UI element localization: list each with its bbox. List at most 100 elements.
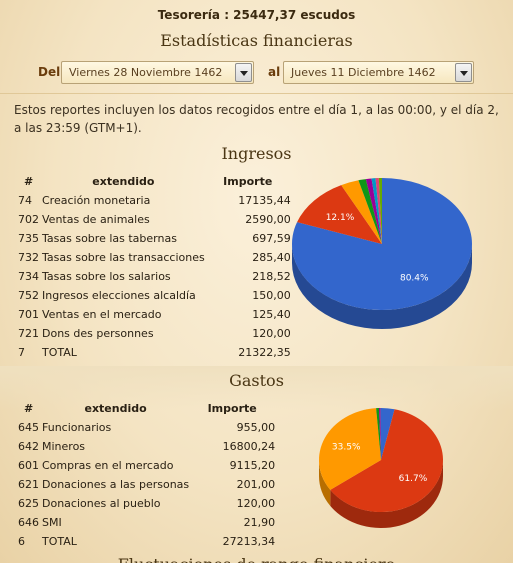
from-date-select[interactable]: Viernes 28 Noviembre 1462: [61, 61, 254, 84]
row-amount: 285,40: [252, 251, 291, 264]
column-header-number: #: [24, 402, 34, 415]
column-header-description: extendido: [92, 175, 155, 188]
table-row: 621 Donaciones a las personas 201,00: [18, 475, 275, 494]
table-row: 752 Ingresos elecciones alcaldía 150,00: [18, 286, 291, 305]
row-number: 74: [18, 194, 32, 207]
income-pie-chart: 80.4% 12.1%: [292, 178, 472, 329]
from-label: Del: [38, 65, 61, 79]
row-description: TOTAL: [42, 346, 77, 359]
table-row: 732 Tasas sobre las transacciones 285,40: [18, 248, 291, 267]
table-row: 702 Ventas de animales 2590,00: [18, 210, 291, 229]
income-pie-slice-label: 12.1%: [326, 213, 355, 223]
row-description: Tasas sobre las tabernas: [42, 232, 177, 245]
row-description: Donaciones a las personas: [42, 478, 190, 491]
expenses-pie-slice-side: [330, 460, 443, 528]
row-amount: 125,40: [252, 308, 291, 321]
income-pie-slice: [365, 178, 382, 244]
row-amount: 17135,44: [238, 194, 291, 207]
table-row: 74 Creación monetaria 17135,44: [18, 191, 291, 210]
row-amount: 27213,34: [222, 535, 276, 548]
row-description: Mineros: [42, 440, 86, 453]
row-description: Ventas de animales: [42, 213, 150, 226]
row-number: 734: [18, 270, 39, 283]
table-header-row: # extendido Importe: [18, 399, 275, 418]
row-description: Ventas en el mercado: [42, 308, 162, 321]
to-label: al: [268, 65, 281, 79]
table-row: 701 Ventas en el mercado 125,40: [18, 305, 291, 324]
row-description: Donaciones al pueblo: [42, 497, 161, 510]
column-header-amount: Importe: [207, 402, 257, 415]
row-amount: 218,52: [252, 270, 291, 283]
income-table: # extendido Importe 74 Creación monetaria…: [18, 172, 291, 362]
table-row: 601 Compras en el mercado 9115,20: [18, 456, 275, 475]
row-description: SMI: [42, 516, 62, 529]
income-pie-slice: [297, 185, 382, 244]
row-number: 645: [18, 421, 39, 434]
row-description: Tasas sobre los salarios: [42, 270, 171, 283]
row-description: Ingresos elecciones alcaldía: [42, 289, 196, 302]
table-row: 6 TOTAL 27213,34: [18, 532, 275, 551]
expenses-pie-slice-label: 61.7%: [399, 474, 428, 484]
chevron-down-icon[interactable]: [455, 63, 472, 82]
income-pie-slice-side: [292, 244, 472, 329]
row-description: TOTAL: [42, 535, 77, 548]
table-header-row: # extendido Importe: [18, 172, 291, 191]
row-number: 642: [18, 440, 39, 453]
income-pie-slice-label: 80.4%: [400, 273, 429, 283]
column-header-description: extendido: [84, 402, 147, 415]
table-row: 7 TOTAL 21322,35: [18, 343, 291, 362]
expenses-title: Gastos: [229, 371, 284, 390]
row-number: 735: [18, 232, 39, 245]
table-row: 734 Tasas sobre los salarios 218,52: [18, 267, 291, 286]
expenses-pie-slice: [376, 408, 381, 460]
page-title: Estadísticas financieras: [160, 31, 353, 50]
column-header-amount: Importe: [223, 175, 273, 188]
row-description: Creación monetaria: [42, 194, 151, 207]
row-number: 646: [18, 516, 39, 529]
income-title: Ingresos: [221, 144, 292, 163]
row-amount: 955,00: [236, 421, 276, 434]
next-section-title: Fluctuaciones de rango financiero: [0, 555, 513, 563]
row-number: 6: [18, 535, 25, 548]
row-number: 702: [18, 213, 39, 226]
row-number: 625: [18, 497, 39, 510]
expenses-pie-slice: [330, 409, 443, 512]
row-number: 721: [18, 327, 39, 340]
row-description: Dons des personnes: [42, 327, 154, 340]
table-row: 642 Mineros 16800,24: [18, 437, 275, 456]
row-amount: 150,00: [252, 289, 291, 302]
income-pie-slice: [378, 178, 382, 244]
row-amount: 16800,24: [222, 440, 276, 453]
row-number: 732: [18, 251, 39, 264]
table-row: 721 Dons des personnes 120,00: [18, 324, 291, 343]
income-pie-slice: [375, 178, 382, 244]
row-description: Tasas sobre las transacciones: [42, 251, 205, 264]
treasury-balance: Tesorería : 25447,37 escudos: [157, 8, 356, 22]
expenses-pie-chart: 61.7% 33.5%: [319, 408, 443, 528]
from-date-value: Viernes 28 Noviembre 1462: [69, 66, 223, 79]
divider: [0, 93, 513, 94]
report-notice: Estos reportes incluyen los datos recogi…: [14, 103, 499, 135]
expenses-pie-slice: [378, 408, 381, 460]
row-number: 752: [18, 289, 39, 302]
to-date-select[interactable]: Jueves 11 Diciembre 1462: [283, 61, 474, 84]
row-amount: 9115,20: [229, 459, 276, 472]
row-amount: 21322,35: [238, 346, 291, 359]
row-amount: 120,00: [252, 327, 291, 340]
row-description: Compras en el mercado: [42, 459, 174, 472]
chevron-down-icon[interactable]: [235, 63, 252, 82]
row-description: Funcionarios: [42, 421, 112, 434]
income-pie-slice: [371, 178, 382, 244]
row-number: 701: [18, 308, 39, 321]
row-number: 7: [18, 346, 25, 359]
expenses-pie-slice-label: 33.5%: [332, 442, 361, 452]
table-row: 735 Tasas sobre las tabernas 697,59: [18, 229, 291, 248]
date-range-selector: Del Viernes 28 Noviembre 1462 al Jueves …: [0, 61, 513, 85]
table-row: 645 Funcionarios 955,00: [18, 418, 275, 437]
row-amount: 2590,00: [245, 213, 291, 226]
to-date-value: Jueves 11 Diciembre 1462: [291, 66, 436, 79]
row-number: 621: [18, 478, 39, 491]
row-amount: 201,00: [236, 478, 276, 491]
row-amount: 120,00: [236, 497, 276, 510]
income-pie-slice: [358, 179, 382, 244]
